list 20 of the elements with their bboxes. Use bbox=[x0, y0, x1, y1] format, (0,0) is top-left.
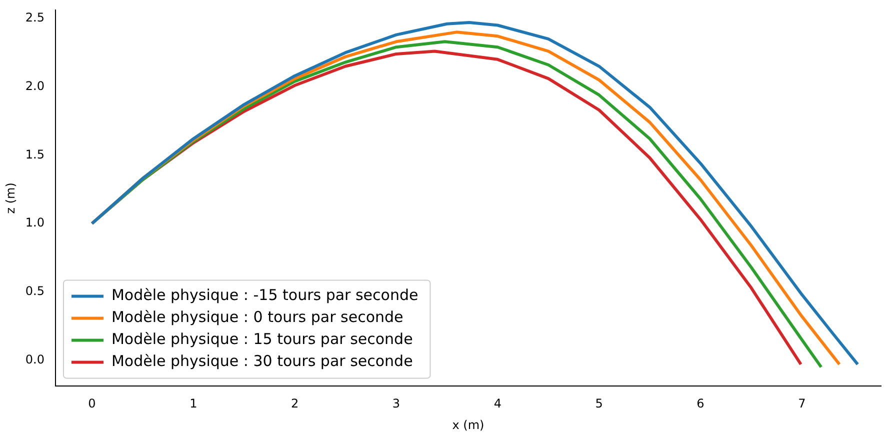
x-axis-title: x (m) bbox=[452, 418, 484, 432]
x-tick-label: 1 bbox=[190, 396, 198, 411]
y-tick-label: 1.0 bbox=[25, 216, 44, 230]
legend-label: Modèle physique : 15 tours par seconde bbox=[111, 330, 413, 348]
legend-label: Modèle physique : -15 tours par seconde bbox=[111, 286, 418, 304]
x-tick-label: 6 bbox=[696, 396, 704, 411]
y-tick-label: 2.0 bbox=[25, 78, 44, 93]
legend-label: Modèle physique : 0 tours par seconde bbox=[111, 308, 404, 326]
y-tick-label: 1.5 bbox=[25, 147, 44, 162]
x-tick-label: 7 bbox=[798, 396, 806, 411]
y-tick-label: 0.0 bbox=[25, 352, 44, 366]
x-tick-label: 5 bbox=[595, 396, 603, 411]
x-tick-label: 4 bbox=[494, 396, 502, 411]
legend-label: Modèle physique : 30 tours par seconde bbox=[111, 352, 413, 370]
y-axis-title: z (m) bbox=[3, 182, 18, 214]
y-tick-label: 0.5 bbox=[25, 284, 44, 298]
x-tick-label: 2 bbox=[291, 396, 299, 411]
y-tick-label: 2.5 bbox=[25, 10, 44, 25]
x-tick-label: 3 bbox=[392, 396, 400, 411]
x-tick-label: 0 bbox=[88, 396, 96, 411]
